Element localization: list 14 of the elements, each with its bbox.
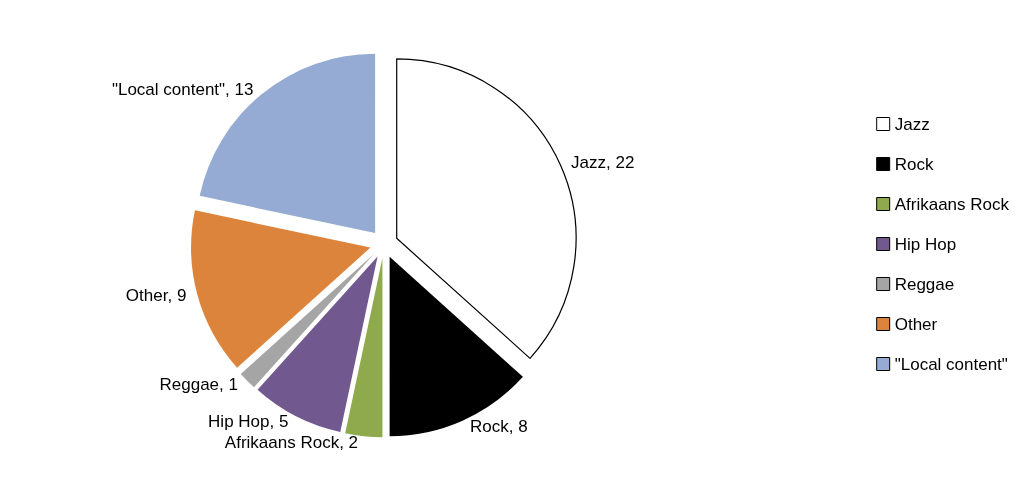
legend-label: Reggae xyxy=(894,274,955,294)
legend-label: "Local content" xyxy=(894,354,1008,374)
legend-label: Other xyxy=(894,314,938,334)
legend-label: Afrikaans Rock xyxy=(894,194,1010,214)
legend-label: Rock xyxy=(894,154,934,174)
data-label: Jazz, 22 xyxy=(571,153,635,173)
data-label: "Local content", 13 xyxy=(111,79,254,99)
data-label: Rock, 8 xyxy=(470,416,528,436)
data-label: Afrikaans Rock, 2 xyxy=(224,432,359,452)
legend-label: Jazz xyxy=(894,114,930,134)
data-label: Other, 9 xyxy=(125,286,187,306)
data-label: Hip Hop, 5 xyxy=(208,412,289,432)
legend-label: Hip Hop xyxy=(894,234,957,254)
data-label: Reggae, 1 xyxy=(159,375,238,395)
